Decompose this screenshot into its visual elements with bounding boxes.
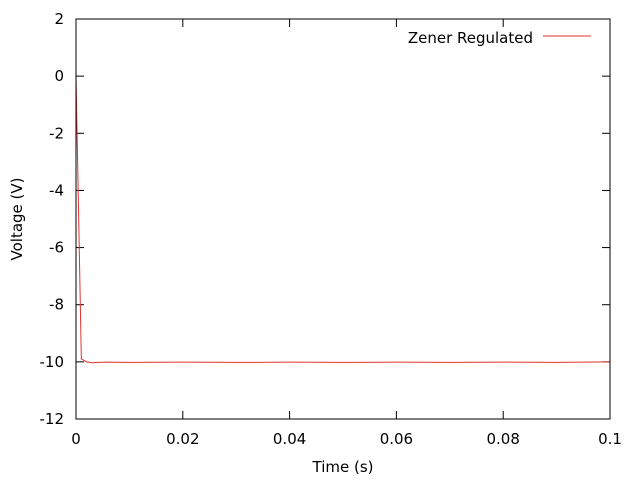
y-tick-label: 0 (54, 67, 64, 85)
y-tick-label: 2 (54, 10, 64, 28)
axis-ticks (75, 18, 611, 420)
x-tick-label: 0.1 (598, 430, 622, 448)
y-tick-label: -12 (40, 410, 65, 428)
x-tick-label: 0 (71, 430, 81, 448)
y-tick-label: -4 (49, 181, 64, 199)
x-tick-label: 0.04 (273, 430, 306, 448)
x-tick-label: 0.02 (166, 430, 199, 448)
y-tick-label: -2 (49, 124, 64, 142)
x-axis-title: Time (s) (312, 458, 374, 476)
y-axis-title: Voltage (V) (8, 178, 26, 261)
tick-labels: 0 0.02 0.04 0.06 0.08 0.1 -12 -10 -8 -6 -4 -2 0 2 (40, 10, 622, 448)
legend: Zener Regulated (408, 29, 591, 47)
y-tick-label: -10 (40, 353, 65, 371)
plot-frame (75, 18, 611, 420)
series-line (75, 76, 611, 364)
series-layer (75, 76, 611, 364)
y-tick-label: -6 (49, 239, 64, 257)
y-tick-label: -8 (49, 296, 64, 314)
x-tick-label: 0.08 (486, 430, 519, 448)
x-tick-label: 0.06 (380, 430, 413, 448)
legend-label: Zener Regulated (408, 29, 533, 47)
